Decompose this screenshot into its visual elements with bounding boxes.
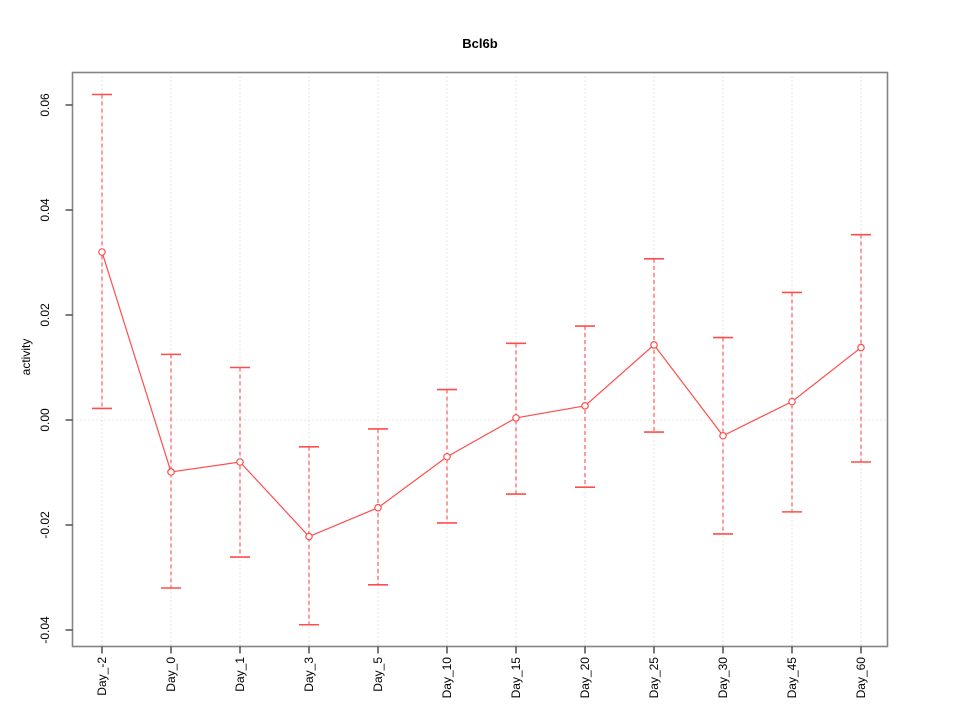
chart-title: Bcl6b	[462, 36, 498, 51]
data-point-Day_30	[719, 431, 727, 440]
data-point-Day_20	[581, 402, 589, 410]
y-tick-label: -0.04	[38, 616, 52, 644]
data-point-Day_60	[857, 343, 865, 352]
x-tick-label: Day_25	[647, 657, 661, 699]
data-point-Day_15	[512, 414, 520, 422]
data-point-Day_10	[443, 452, 451, 461]
x-tick-label: Day_45	[785, 657, 799, 699]
data-point-Day_1	[236, 458, 244, 466]
x-tick-label: Day_0	[164, 657, 178, 692]
y-tick-label: 0.02	[38, 303, 52, 327]
data-point-Day_45	[788, 397, 796, 406]
x-tick-label: Day_3	[302, 657, 316, 692]
data-point-Day_3	[305, 532, 313, 541]
x-tick-label: Day_20	[578, 657, 592, 699]
x-tick-label: Day_-2	[95, 657, 109, 696]
x-tick-label: Day_30	[716, 657, 730, 699]
y-tick-label: 0.04	[38, 198, 52, 222]
plot-box	[71, 71, 889, 648]
y-tick-label: -0.02	[38, 511, 52, 539]
x-tick-label: Day_5	[371, 657, 385, 692]
y-tick-label: 0.00	[38, 408, 52, 432]
x-tick-label: Day_10	[440, 657, 454, 699]
data-point-Day_0	[167, 468, 175, 476]
x-tick-label: Day_1	[233, 657, 247, 692]
data-point-Day_5	[374, 503, 382, 512]
data-point-Day_-2	[98, 248, 106, 256]
x-tick-label: Day_15	[509, 657, 523, 699]
series-line	[101, 251, 862, 538]
y-axis-label: activity	[19, 338, 33, 376]
data-point-Day_25	[650, 341, 658, 349]
y-tick-label: 0.06	[38, 93, 52, 117]
x-tick-label: Day_60	[854, 657, 868, 699]
